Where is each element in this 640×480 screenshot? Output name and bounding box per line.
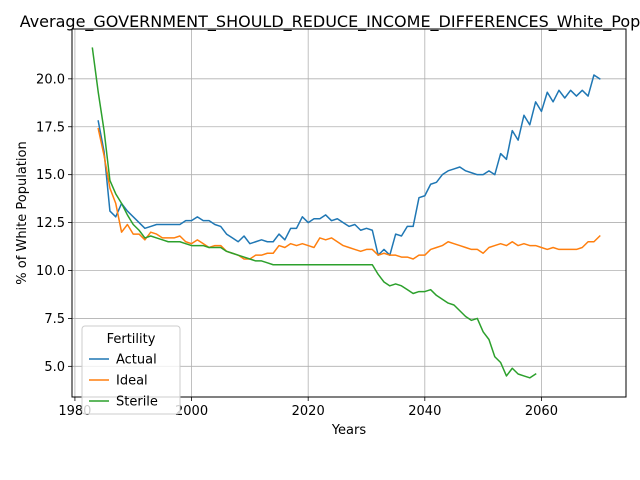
legend: Fertility Actual Ideal Sterile	[81, 325, 181, 415]
chart-title: Average_GOVERNMENT_SHOULD_REDUCE_INCOME_…	[20, 12, 640, 32]
series-lines	[91, 47, 601, 379]
y-tick-label: 15.0	[36, 168, 65, 183]
series-line-ideal	[97, 127, 601, 260]
plot-area	[71, 28, 627, 398]
legend-label-sterile: Sterile	[116, 395, 158, 410]
x-axis-label: Years	[331, 423, 367, 438]
y-tick-label: 5.0	[44, 360, 65, 375]
series-line-sterile	[91, 47, 537, 379]
x-tick-label: 2040	[408, 404, 441, 419]
legend-entries: Actual Ideal Sterile	[89, 353, 158, 410]
legend-label-actual: Actual	[116, 353, 157, 368]
y-tick-label: 20.0	[36, 72, 65, 87]
y-tick-label: 10.0	[36, 264, 65, 279]
series-line-actual	[97, 74, 601, 256]
grid-lines	[72, 29, 626, 397]
legend-box	[81, 325, 181, 415]
legend-title: Fertility	[107, 332, 156, 347]
x-tick-label: 2000	[175, 404, 208, 419]
y-tick-label: 12.5	[36, 216, 65, 231]
x-tick-label: 2060	[525, 404, 558, 419]
y-axis-label: % of White Population	[15, 141, 30, 284]
x-tick-label: 2020	[292, 404, 325, 419]
legend-label-ideal: Ideal	[116, 374, 148, 389]
y-tick-label: 17.5	[36, 120, 65, 135]
y-tick-label: 7.5	[44, 312, 65, 327]
